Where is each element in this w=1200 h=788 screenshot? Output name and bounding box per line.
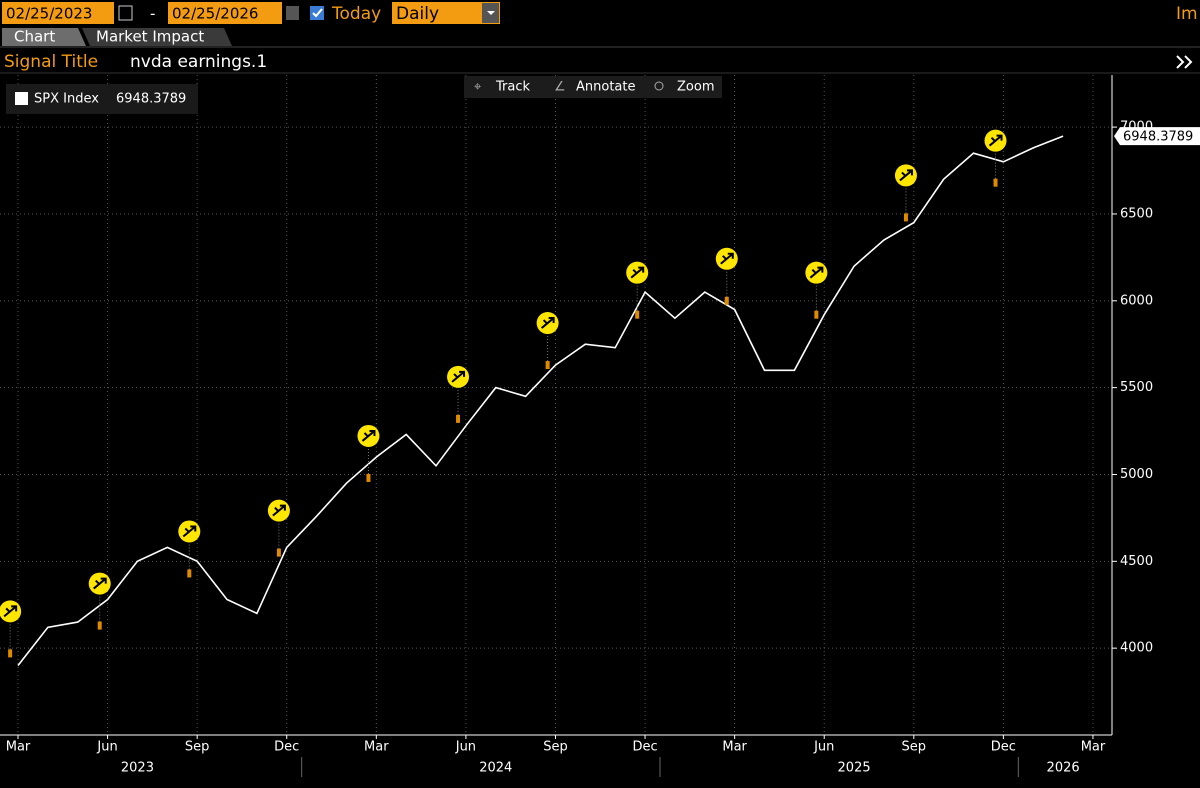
x-tick-label: Mar (722, 740, 747, 755)
tool-bar (464, 76, 722, 98)
start-date: 02/25/2023 (6, 5, 92, 23)
start-date-field[interactable] (2, 2, 114, 24)
event-icon (93, 577, 107, 590)
last-value-tag (1114, 127, 1200, 146)
tool-zoom[interactable]: Zoom (677, 80, 714, 95)
event-tick (545, 361, 550, 370)
event-tick (903, 213, 908, 222)
signal-label: Signal Title (4, 52, 98, 72)
legend-swatch (15, 92, 28, 105)
today-label: Today (331, 4, 381, 24)
event-icon (3, 605, 18, 618)
annotate-icon: ∠ (554, 80, 566, 95)
event-icon (451, 370, 466, 383)
event-icon (272, 504, 286, 517)
event-tick (276, 548, 281, 557)
legend-value: 6948.3789 (116, 92, 186, 107)
tab-label: Market Impact (96, 28, 204, 46)
x-tick-label: Dec (632, 740, 657, 755)
signal-value: nvda earnings.1 (130, 52, 267, 72)
year-label: 2023 (121, 761, 154, 776)
y-tick-label: 4000 (1120, 641, 1153, 656)
event-tick (993, 178, 998, 187)
event-tick (366, 473, 371, 482)
y-tick-label: 6500 (1120, 206, 1153, 221)
frequency: Daily (396, 4, 439, 24)
event-tick (635, 310, 640, 319)
year-label: 2024 (479, 761, 512, 776)
legend (6, 84, 198, 114)
year-label: 2025 (838, 761, 871, 776)
x-tick-label: Sep (543, 740, 568, 755)
date-separator: - (150, 5, 155, 23)
x-tick-label: Jun (455, 740, 476, 755)
plot: 4000450050005500600065007000MarJunSepDec… (0, 75, 1200, 777)
event-tick (97, 621, 102, 630)
last-value-label: 6948.3789 (1123, 130, 1193, 145)
event-tick (187, 569, 192, 578)
event-icon (361, 429, 376, 442)
end-date-field[interactable] (168, 2, 282, 24)
event-icon (899, 169, 913, 182)
x-tick-label: Dec (991, 740, 1016, 755)
x-tick-label: Mar (6, 740, 31, 755)
dropdown-arrow (487, 11, 495, 15)
event-icon (540, 317, 555, 329)
legend-name: SPX Index (34, 92, 99, 107)
calendar-icon[interactable] (118, 5, 133, 21)
x-tick-label: Mar (1081, 740, 1106, 755)
tab-label: Chart (14, 28, 55, 46)
event-icon (182, 525, 197, 538)
event-icon (630, 266, 645, 279)
tab-chart[interactable] (2, 28, 86, 46)
x-tick-label: Jun (813, 740, 834, 755)
event-icon (809, 266, 824, 279)
event-tick (724, 296, 729, 305)
frequency-dropdown[interactable] (392, 2, 500, 24)
y-tick-label: 5000 (1120, 467, 1153, 482)
y-tick-label: 5500 (1120, 380, 1153, 395)
event-tick (8, 649, 13, 658)
event-icon (720, 252, 734, 265)
x-tick-label: Dec (274, 740, 299, 755)
event-tick (814, 310, 819, 319)
track-icon: ⌖ (474, 80, 482, 95)
zoom-icon (654, 81, 664, 91)
y-tick-label: 6000 (1120, 293, 1153, 308)
x-tick-label: Sep (185, 740, 210, 755)
event-icon (988, 134, 1003, 147)
calendar-icon[interactable] (286, 6, 299, 20)
x-tick-label: Sep (902, 740, 927, 755)
today-checkbox[interactable] (310, 6, 324, 20)
tab-market-impact[interactable] (82, 28, 232, 46)
right-label: Im (1176, 4, 1198, 24)
event-tick (456, 414, 461, 423)
y-tick-label: 4500 (1120, 554, 1153, 569)
expand-icon[interactable] (1176, 55, 1193, 69)
year-label: 2026 (1047, 761, 1080, 776)
tool-annotate[interactable]: Annotate (576, 80, 635, 95)
check-mark (312, 8, 323, 18)
tool-track[interactable]: Track (495, 80, 530, 95)
x-tick-label: Jun (96, 740, 117, 755)
x-tick-label: Mar (364, 740, 389, 755)
price-line (17, 135, 1064, 666)
end-date: 02/25/2026 (172, 5, 258, 23)
